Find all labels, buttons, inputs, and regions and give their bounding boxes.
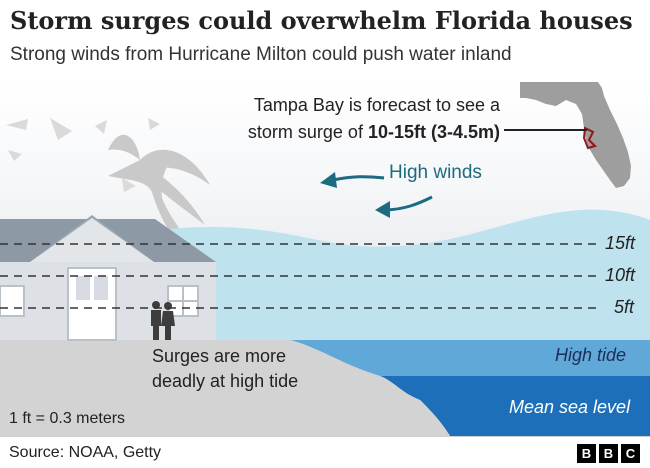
tampa-callout-line-2: storm surge of 10-15ft (3-4.5m) bbox=[248, 118, 500, 146]
page-title: Storm surges could overwhelm Florida hou… bbox=[10, 6, 633, 35]
high-tide-band bbox=[290, 340, 650, 376]
level-label-5ft: 5ft bbox=[614, 297, 635, 317]
wind-arrowhead-upper bbox=[320, 172, 337, 188]
mean-sea-level-band bbox=[380, 376, 650, 436]
high-winds-label: High winds bbox=[389, 162, 482, 183]
people-silhouettes bbox=[151, 301, 175, 340]
tide-note-line-2: deadly at high tide bbox=[152, 371, 299, 391]
bbc-logo-letter: C bbox=[621, 444, 640, 463]
ground-slope bbox=[0, 340, 450, 436]
house bbox=[0, 215, 216, 341]
tide-note-line-1: Surges are more bbox=[152, 346, 287, 366]
tampa-callout-surge-range: 10-15ft (3-4.5m) bbox=[367, 122, 500, 142]
mean-sea-level-label: Mean sea level bbox=[509, 397, 631, 417]
tide-note: Surges are more deadly at high tide bbox=[152, 344, 298, 394]
wind-arrowhead-lower bbox=[375, 201, 390, 218]
florida-map bbox=[520, 82, 631, 188]
page-subtitle: Strong winds from Hurricane Milton could… bbox=[10, 44, 512, 65]
tampa-bay-marker bbox=[582, 126, 597, 150]
bbc-logo-letter: B bbox=[577, 444, 596, 463]
unit-conversion-note: 1 ft = 0.3 meters bbox=[9, 410, 126, 427]
bbc-logo-letter: B bbox=[599, 444, 618, 463]
footer: Source: NOAA, Getty B B C bbox=[0, 436, 650, 468]
level-label-15ft: 15ft bbox=[605, 233, 636, 253]
footer-divider bbox=[0, 436, 650, 437]
bbc-logo: B B C bbox=[577, 444, 640, 463]
source-credit: Source: NOAA, Getty bbox=[9, 444, 162, 461]
tampa-callout-line-1: Tampa Bay is forecast to see a bbox=[253, 95, 500, 115]
wind-arrows bbox=[332, 175, 433, 212]
level-label-10ft: 10ft bbox=[605, 265, 636, 285]
flying-debris bbox=[6, 118, 160, 192]
high-tide-label: High tide bbox=[555, 345, 627, 365]
house-door bbox=[67, 267, 117, 341]
tampa-callout-prefix: storm surge of bbox=[247, 122, 368, 142]
house-window-left bbox=[0, 285, 25, 317]
